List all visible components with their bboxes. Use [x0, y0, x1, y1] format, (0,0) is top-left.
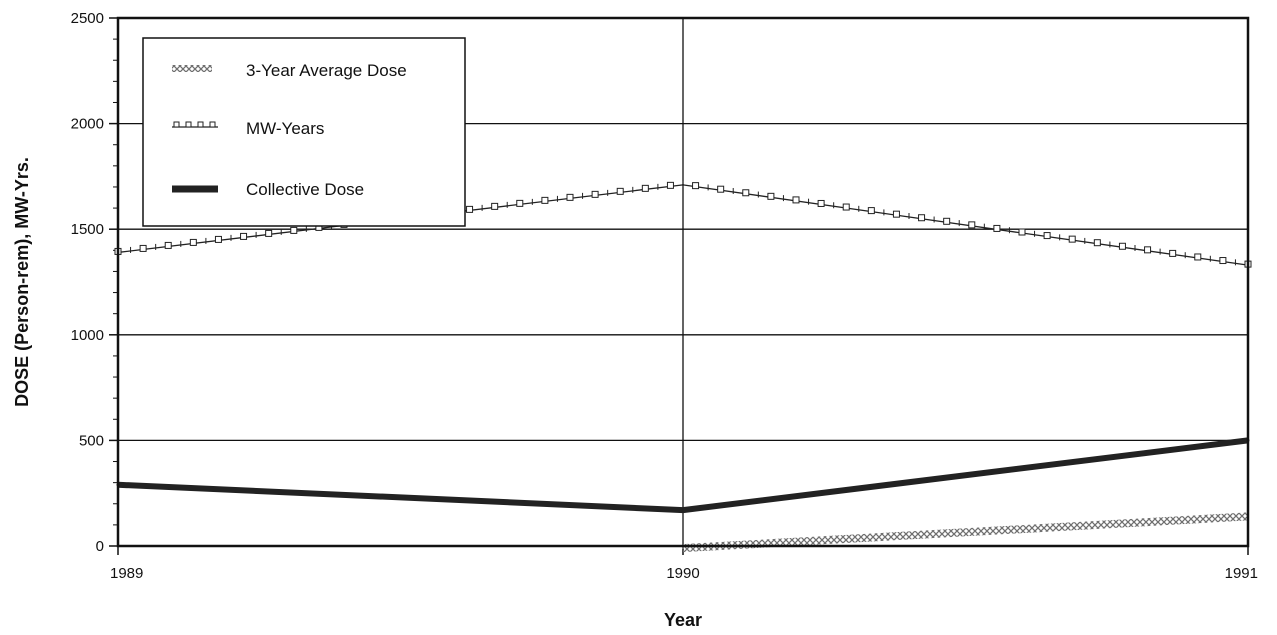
- series-marker-mw-years: [792, 196, 800, 204]
- series-marker-mw-years: [566, 193, 574, 201]
- series-marker-mw-years: [1043, 232, 1051, 240]
- series-marker-mw-years: [1169, 249, 1177, 257]
- ytick-label-1000: 1000: [71, 327, 104, 344]
- series-marker-mw-years: [1018, 228, 1026, 236]
- series-marker-mw-years: [1093, 239, 1101, 247]
- series-mw-years: [114, 180, 1252, 268]
- legend: 3-Year Average Dose MW-Years Collective …: [142, 37, 466, 227]
- series-marker-mw-years: [290, 226, 298, 234]
- series-marker-mw-years: [717, 185, 725, 193]
- series-marker-mw-years: [666, 181, 674, 189]
- series-point-mw-years-1990: [682, 183, 684, 186]
- series-marker-mw-years: [1144, 246, 1152, 254]
- series-marker-mw-years: [993, 224, 1001, 232]
- series-point-3-year-average-dose-1990: [682, 547, 684, 550]
- series-marker-mw-years: [1219, 257, 1227, 265]
- series-marker-mw-years: [214, 235, 222, 243]
- x-axis-title: Year: [664, 610, 702, 630]
- series-marker-mw-years: [541, 196, 549, 204]
- series-marker-mw-years: [466, 205, 474, 213]
- series-marker-mw-years: [1194, 253, 1202, 261]
- series-band-3-year-average-dose: [683, 512, 1248, 553]
- series-marker-mw-years: [943, 217, 951, 225]
- ytick-label-2000: 2000: [71, 116, 104, 133]
- legend-label-collective-dose: Collective Dose: [246, 180, 364, 199]
- ytick-label-500: 500: [79, 432, 104, 449]
- legend-label-3yr-avg: 3-Year Average Dose: [246, 61, 407, 80]
- plot-frame: [116, 16, 1250, 548]
- series-marker-mw-years: [1068, 235, 1076, 243]
- y-axis-title: DOSE (Person-rem), MW-Yrs.: [12, 157, 32, 407]
- legend-label-mw-years: MW-Years: [246, 119, 324, 138]
- series-marker-mw-years: [867, 207, 875, 215]
- series-layer: [114, 180, 1252, 553]
- series-marker-mw-years: [265, 229, 273, 237]
- series-marker-mw-years: [692, 182, 700, 190]
- series-marker-mw-years: [491, 202, 499, 210]
- series-marker-mw-years: [817, 199, 825, 207]
- series-marker-mw-years: [189, 238, 197, 246]
- series-marker-mw-years: [641, 184, 649, 192]
- series-marker-mw-years: [616, 187, 624, 195]
- series-marker-mw-years: [516, 199, 524, 207]
- ytick-label-0: 0: [96, 538, 104, 555]
- legend-swatch-mw-years: [172, 121, 218, 128]
- series-marker-mw-years: [968, 221, 976, 229]
- series-marker-mw-years: [240, 232, 248, 240]
- series-marker-mw-years: [892, 210, 900, 218]
- series-point-collective-dose-1990: [681, 508, 685, 512]
- legend-swatch-3yr-avg: [172, 65, 212, 72]
- xtick-label-1991: 1991: [1225, 565, 1258, 582]
- ytick-label-1500: 1500: [71, 221, 104, 238]
- series-marker-mw-years: [842, 203, 850, 211]
- series-marker-mw-years: [767, 192, 775, 200]
- xtick-label-1989: 1989: [110, 565, 143, 582]
- series-marker-mw-years: [139, 244, 147, 252]
- x-tick-labels: 1989 1990 1991: [110, 565, 1258, 582]
- series-marker-mw-years: [164, 241, 172, 249]
- series-marker-mw-years: [1118, 242, 1126, 250]
- y-tick-labels: 0 500 1000 1500 2000 2500: [71, 10, 104, 555]
- series-marker-mw-years: [742, 189, 750, 197]
- series-marker-mw-years: [918, 214, 926, 222]
- ytick-label-2500: 2500: [71, 10, 104, 27]
- series-marker-mw-years: [591, 190, 599, 198]
- xtick-label-1990: 1990: [666, 565, 699, 582]
